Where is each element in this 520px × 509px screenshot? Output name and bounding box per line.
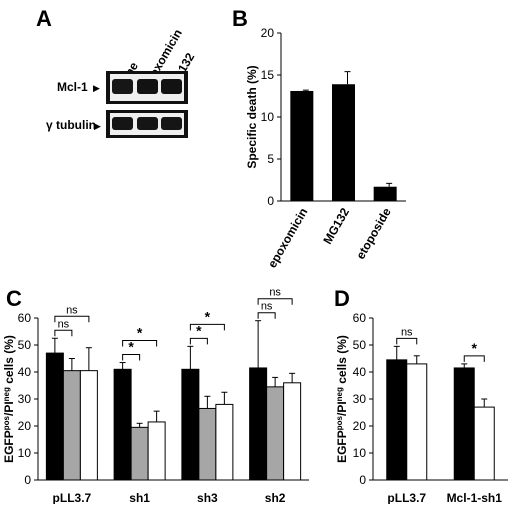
chart-b-bar (290, 90, 314, 201)
chart-d-bar (453, 367, 475, 481)
chart-c-sig-label: ns (58, 318, 70, 330)
panel-b-letter: B (232, 6, 248, 31)
band-mcl1-none (112, 79, 133, 94)
chart-d-sig-label: * (472, 340, 478, 356)
row-arrow-tubulin: ▶ (94, 121, 101, 131)
blot-tubulin (106, 110, 188, 138)
chart-d-sig-label: ns (401, 326, 413, 338)
chart-c-sig-label: * (196, 322, 202, 338)
chart-c-sig-bracket (189, 323, 225, 331)
band-mcl1-epoxomicin (137, 79, 158, 94)
chart-c-ytick-label: 0 (24, 473, 31, 487)
chart-c-sig-bracket (122, 340, 158, 347)
row-label-mcl1: Mcl-1 (57, 80, 88, 94)
chart-b-category-label: MG132 (320, 205, 352, 246)
chart-c-category-label: sh2 (265, 491, 286, 504)
chart-c-bar (130, 426, 149, 481)
chart-c-ytick-label: 60 (18, 311, 32, 325)
chart-c-bar (147, 421, 166, 481)
chart-c-ytick-label: 10 (18, 446, 32, 460)
chart-d-sig-bracket (463, 355, 485, 362)
chart-c-ytick-label: 40 (18, 365, 32, 379)
chart-d-category-label: pLL3.7 (387, 491, 426, 504)
chart-c-sig-label: * (137, 325, 143, 341)
chart-b-category-label: epoxomicin (265, 206, 310, 271)
chart-c-bar (198, 407, 217, 481)
chart-c-sig-bracket (189, 337, 208, 345)
chart-d-ytick-label: 60 (353, 311, 367, 325)
chart-d-bar (406, 363, 428, 481)
blot-mcl1 (106, 71, 188, 104)
chart-c-sig-label: ns (261, 301, 273, 313)
panel-b: B 0 5 10 15 20 epoxomicin MG132 etoposide Specif… (232, 6, 406, 270)
chart-d-category-label: Mcl-1-sh1 (447, 491, 503, 504)
chart-d-ylabel: EGFPpos/PIneg cells (%) (335, 335, 350, 463)
chart-b-bar (373, 186, 397, 201)
chart-b-bar (332, 84, 355, 201)
chart-d-sig-bracket (396, 337, 418, 345)
chart-c-category-label: sh3 (197, 491, 218, 504)
chart-c-sig-bracket (257, 312, 276, 319)
chart-d-ytick-label: 40 (353, 365, 367, 379)
chart-d: 0 10 20 30 40 50 60 pLL3.7 Mcl-1-sh1 ns * EGFPpos/P… (335, 311, 508, 505)
chart-c-bar (62, 370, 81, 481)
chart-c-bar (249, 367, 268, 481)
chart-d-ytick-label: 10 (353, 446, 367, 460)
chart-c-bar (79, 370, 98, 481)
chart-b-ytick-label: 0 (267, 194, 274, 208)
chart-c-ytick-label: 20 (18, 419, 32, 433)
chart-d-ytick-label: 30 (353, 392, 367, 406)
chart-d-bar (386, 359, 408, 481)
chart-b-category-label: etoposide (353, 205, 394, 261)
chart-b-ylabel: Specific death (%) (245, 65, 259, 168)
chart-c-sig-bracket (54, 329, 73, 337)
panel-a: A none epoxomicin MG132 Mcl-1 ▶ γ tubuli… (36, 6, 197, 138)
chart-c-bar (283, 382, 302, 481)
panel-d-letter: D (334, 286, 350, 311)
chart-d-ytick-label: 20 (353, 419, 367, 433)
band-tubulin-none (112, 117, 133, 130)
chart-d-bar (473, 406, 495, 481)
chart-c-bar (181, 368, 200, 481)
chart-c-ytick-label: 30 (18, 392, 32, 406)
panel-d: D 0 10 20 30 40 50 60 pLL3.7 Mcl-1-sh1 ns * EGFPpos… (334, 286, 508, 505)
chart-c-sig-bracket (54, 315, 90, 323)
chart-c-sig-label: ns (269, 287, 281, 299)
chart-d-ytick-label: 50 (353, 338, 367, 352)
chart-c-ytick-label: 50 (18, 338, 32, 352)
band-tubulin-epoxomicin (137, 117, 158, 130)
chart-c-bar (45, 352, 64, 481)
row-label-tubulin: γ tubulin (46, 118, 96, 132)
panel-a-letter: A (36, 6, 52, 31)
chart-b-ytick-label: 20 (261, 26, 275, 40)
chart-b-ytick-label: 5 (267, 152, 274, 166)
chart-b-ytick-label: 15 (261, 68, 275, 82)
band-mcl1-mg132 (161, 79, 182, 94)
chart-c-bar (266, 386, 285, 481)
chart-c-category-label: pLL3.7 (53, 491, 92, 504)
chart-c-sig-label: * (128, 339, 134, 355)
chart-d-ytick-label: 0 (359, 473, 366, 487)
chart-c-sig-label: * (205, 308, 211, 324)
row-arrow-mcl1: ▶ (93, 83, 100, 93)
chart-c-ylabel: EGFPpos/PIneg cells (%) (2, 335, 17, 463)
chart-c-sig-bracket (257, 298, 293, 305)
panel-c-letter: C (6, 286, 22, 311)
chart-c-bar (113, 368, 132, 481)
chart-b-ytick-label: 10 (261, 110, 275, 124)
chart-c-sig-label: ns (66, 304, 78, 316)
chart-c-sig-bracket (122, 354, 141, 361)
chart-c-bar (215, 403, 234, 481)
chart-b: 0 5 10 15 20 epoxomicin MG132 etoposide Specific… (245, 26, 406, 270)
chart-c-category-label: sh1 (129, 491, 150, 504)
band-tubulin-mg132 (161, 117, 182, 130)
